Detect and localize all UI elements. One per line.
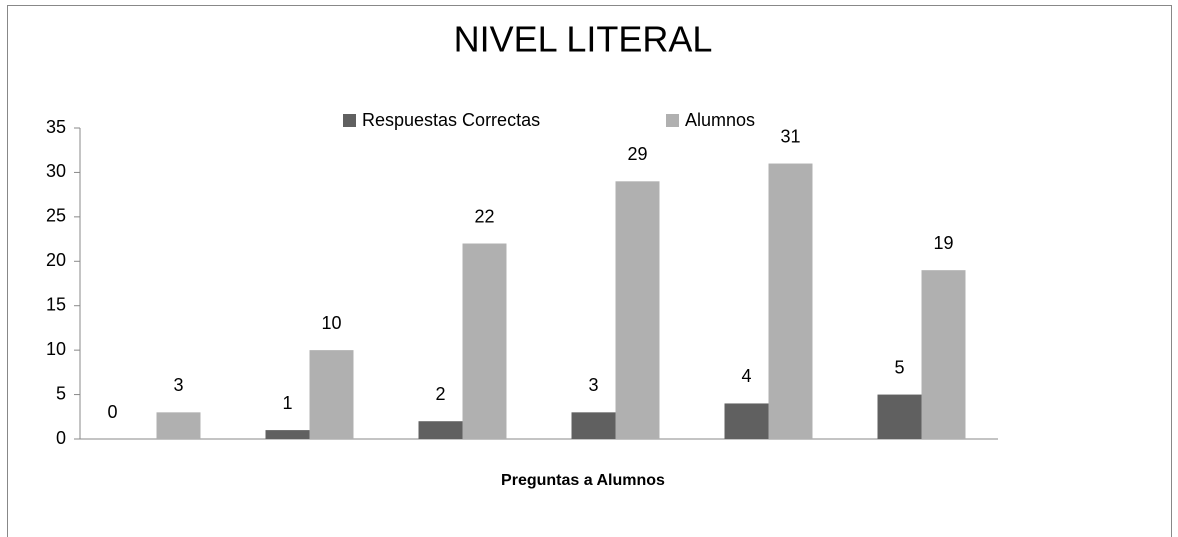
bar: [615, 181, 660, 440]
chart-title: NIVEL LITERAL: [454, 19, 713, 60]
y-tick-label: 0: [56, 428, 66, 448]
y-tick-label: 20: [46, 250, 66, 270]
data-label: 4: [741, 366, 751, 386]
bar: [768, 163, 813, 440]
data-label: 31: [780, 126, 800, 146]
data-label: 3: [173, 375, 183, 395]
y-tick-label: 25: [46, 206, 66, 226]
y-tick-label: 30: [46, 161, 66, 181]
data-label: 10: [321, 313, 341, 333]
bar: [921, 270, 966, 439]
legend-swatch: [666, 114, 679, 127]
data-label: 0: [107, 402, 117, 422]
bar: [724, 403, 769, 439]
chart-border: [7, 5, 1172, 537]
legend-swatch: [343, 114, 356, 127]
bar: [877, 394, 922, 439]
data-label: 29: [627, 144, 647, 164]
y-tick-label: 5: [56, 383, 66, 403]
y-tick-label: 15: [46, 294, 66, 314]
data-label: 19: [933, 233, 953, 253]
bar: [571, 412, 616, 439]
legend-label: Respuestas Correctas: [362, 110, 540, 130]
data-label: 2: [435, 384, 445, 404]
legend-label: Alumnos: [685, 110, 755, 130]
data-label: 3: [588, 375, 598, 395]
y-tick-label: 10: [46, 339, 66, 359]
data-label: 5: [894, 357, 904, 377]
bar: [265, 430, 310, 439]
bar: [462, 243, 507, 439]
y-tick-label: 35: [46, 117, 66, 137]
bar: [156, 412, 201, 439]
bar: [418, 421, 463, 439]
bar: [309, 350, 354, 439]
x-axis-label: Preguntas a Alumnos: [501, 472, 665, 489]
data-label: 22: [474, 206, 494, 226]
data-label: 1: [282, 393, 292, 413]
